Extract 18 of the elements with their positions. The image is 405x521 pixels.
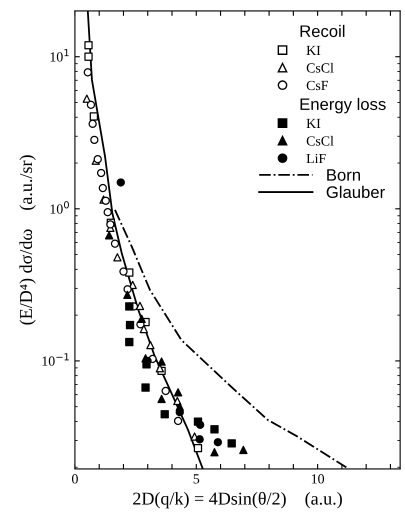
- legend-label: CsCl: [306, 136, 334, 146]
- legend-label: LiF: [306, 154, 326, 164]
- y-tick-label: 10$^{−1}$: [42, 353, 69, 366]
- legend-label: KI: [306, 118, 320, 128]
- legend-label: KI: [306, 46, 320, 55]
- legend-label: CsCl: [306, 62, 334, 73]
- legend-label: CsF: [306, 80, 328, 90]
- x-tick-label: 5: [194, 474, 200, 484]
- annotation: Energy loss: [300, 98, 386, 114]
- x-tick-label: 10: [312, 474, 324, 484]
- legend-label: Born: [327, 169, 360, 181]
- annotation: Recoil: [300, 24, 344, 38]
- y-tick-label: 10$^{0}$: [50, 201, 69, 214]
- y-tick-label: 10$^{1}$: [50, 49, 69, 62]
- legend-label: Glauber: [326, 186, 385, 198]
- x-tick-label: 0: [72, 474, 78, 484]
- x-axis-title: 2D(q/k) = 4Dsin(θ/2) (a.u.): [133, 492, 342, 508]
- y-axis-title: (E/D⁴) dσ/dω (a.u./sr): [19, 155, 36, 325]
